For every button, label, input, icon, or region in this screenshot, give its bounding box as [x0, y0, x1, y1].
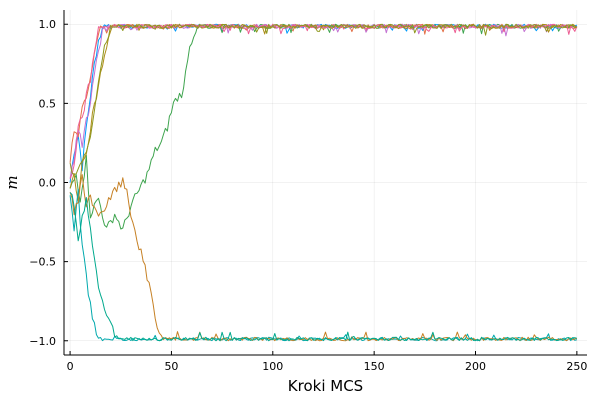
series-line-9 [69, 192, 578, 342]
x-tick-label-1: 50 [164, 360, 178, 373]
series-line-6 [69, 188, 578, 342]
x-tick-label-2: 100 [262, 360, 283, 373]
y-tick-label-2: 0.0 [39, 177, 57, 190]
y-tick-label-4: 1.0 [39, 18, 57, 31]
x-tick-label-5: 250 [566, 360, 587, 373]
axes [63, 10, 587, 356]
y-tick-label-0: −1.0 [29, 335, 56, 348]
x-tick-label-4: 200 [465, 360, 486, 373]
y-tick-label-1: −0.5 [29, 256, 56, 269]
y-axis-label: m [3, 175, 21, 189]
x-tick-label-0: 0 [67, 360, 74, 373]
tick-labels: 0 50 100 150 200 250 −1.0 −0.5 0.0 0.5 1.0 [29, 18, 587, 373]
x-tick-label-3: 150 [364, 360, 385, 373]
series-line-10 [69, 23, 578, 175]
series-line-8 [69, 174, 577, 342]
series-line-7 [69, 23, 578, 179]
series-layer [69, 23, 578, 342]
y-tick-label-3: 0.5 [39, 97, 57, 110]
series-line-5 [69, 23, 578, 202]
x-axis-label: Kroki MCS [288, 377, 363, 395]
